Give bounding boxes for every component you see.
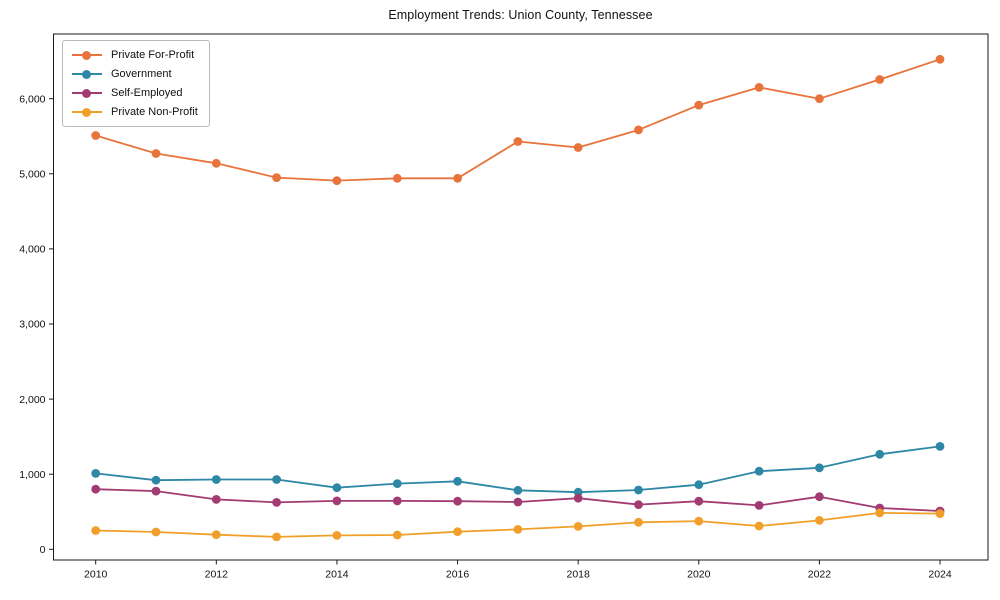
data-point-government: [935, 442, 945, 451]
plot-frame: [53, 33, 989, 561]
chart-legend: Private For-Profit Government Self-Emplo…: [62, 40, 210, 127]
data-point-self-employed: [815, 492, 824, 502]
data-point-self-employed: [453, 496, 462, 506]
data-point-government: [513, 485, 523, 495]
data-point-private-for-profit: [91, 131, 101, 140]
data-point-private-for-profit: [754, 83, 764, 92]
data-point-government: [694, 480, 704, 490]
y-tick-label: 1,000: [19, 469, 45, 481]
data-point-private-non-profit: [91, 526, 101, 535]
data-point-private-non-profit: [453, 527, 462, 537]
y-tick-label: 5,000: [19, 169, 45, 181]
legend-marker-icon: [82, 50, 91, 60]
data-point-self-employed: [272, 498, 281, 507]
data-point-self-employed: [513, 497, 523, 507]
data-point-private-non-profit: [935, 509, 945, 518]
data-point-self-employed: [332, 496, 342, 506]
data-point-government: [151, 475, 161, 485]
series-line-private-for-profit: [95, 58, 941, 182]
data-point-private-non-profit: [332, 531, 342, 540]
data-point-government: [754, 466, 764, 476]
y-tick-label: 0: [40, 544, 46, 556]
data-point-self-employed: [694, 496, 704, 506]
legend-line: [72, 107, 102, 117]
data-point-private-non-profit: [392, 530, 402, 540]
legend-item-government: Government: [72, 68, 198, 80]
data-point-private-non-profit: [272, 532, 281, 542]
data-point-private-non-profit: [211, 530, 221, 540]
series-line-government: [95, 445, 941, 494]
x-tick-label: 2014: [325, 569, 349, 581]
legend-line: [72, 88, 102, 98]
legend-item-private-for-profit: Private For-Profit: [72, 49, 198, 61]
data-point-private-for-profit: [453, 173, 462, 183]
data-point-self-employed: [573, 493, 583, 503]
data-point-private-non-profit: [634, 517, 643, 527]
data-point-private-non-profit: [815, 516, 824, 525]
data-point-self-employed: [91, 484, 101, 494]
data-point-self-employed: [634, 500, 643, 509]
data-point-private-non-profit: [573, 522, 583, 531]
chart-title: Employment Trends: Union County, Tenness…: [388, 8, 653, 22]
data-point-private-for-profit: [211, 158, 221, 168]
data-point-self-employed: [392, 496, 402, 506]
x-tick-label: 2022: [808, 569, 832, 581]
data-point-private-for-profit: [392, 173, 402, 183]
x-tick-label: 2016: [446, 569, 470, 581]
legend-label: Government: [111, 68, 172, 80]
data-point-private-non-profit: [875, 508, 885, 518]
x-tick-label: 2018: [567, 569, 591, 581]
y-tick-label: 4,000: [19, 244, 45, 256]
data-point-private-for-profit: [935, 54, 945, 64]
legend-line: [72, 69, 102, 79]
legend-marker-icon: [82, 107, 91, 117]
legend-item-self-employed: Self-Employed: [72, 87, 198, 99]
data-point-private-for-profit: [875, 75, 885, 84]
data-point-private-for-profit: [634, 125, 643, 135]
legend-line: [72, 50, 102, 60]
data-point-government: [392, 479, 402, 488]
legend-label: Self-Employed: [111, 87, 183, 99]
data-point-private-for-profit: [815, 94, 824, 104]
x-tick-label: 2012: [205, 569, 229, 581]
legend-marker-icon: [82, 88, 91, 98]
data-point-self-employed: [211, 495, 221, 504]
data-point-government: [332, 483, 342, 493]
y-tick-label: 3,000: [19, 319, 45, 331]
data-point-private-for-profit: [332, 176, 342, 186]
data-point-government: [453, 476, 462, 486]
legend-label: Private For-Profit: [111, 49, 195, 61]
data-point-government: [875, 449, 885, 459]
data-point-private-non-profit: [694, 516, 704, 526]
data-point-self-employed: [754, 501, 764, 510]
legend-label: Private Non-Profit: [111, 106, 198, 118]
data-point-government: [634, 485, 643, 495]
data-point-private-for-profit: [573, 143, 583, 152]
data-point-private-non-profit: [754, 521, 764, 531]
x-tick-label: 2020: [687, 569, 711, 581]
x-tick-label: 2010: [84, 569, 108, 581]
x-tick-label: 2024: [928, 569, 952, 581]
y-tick-label: 6,000: [19, 93, 45, 105]
data-point-government: [211, 475, 221, 484]
data-point-self-employed: [151, 486, 161, 496]
data-point-government: [272, 475, 281, 484]
data-point-government: [815, 463, 824, 473]
data-point-private-non-profit: [513, 525, 523, 534]
legend-item-private-non-profit: Private Non-Profit: [72, 106, 198, 118]
y-tick-label: 2,000: [19, 394, 45, 406]
data-point-government: [91, 469, 101, 478]
data-point-private-for-profit: [151, 149, 161, 158]
legend-marker-icon: [82, 69, 91, 79]
data-point-private-non-profit: [151, 527, 161, 537]
data-point-private-for-profit: [513, 137, 523, 146]
data-point-private-for-profit: [694, 100, 704, 110]
data-point-private-for-profit: [272, 173, 281, 183]
